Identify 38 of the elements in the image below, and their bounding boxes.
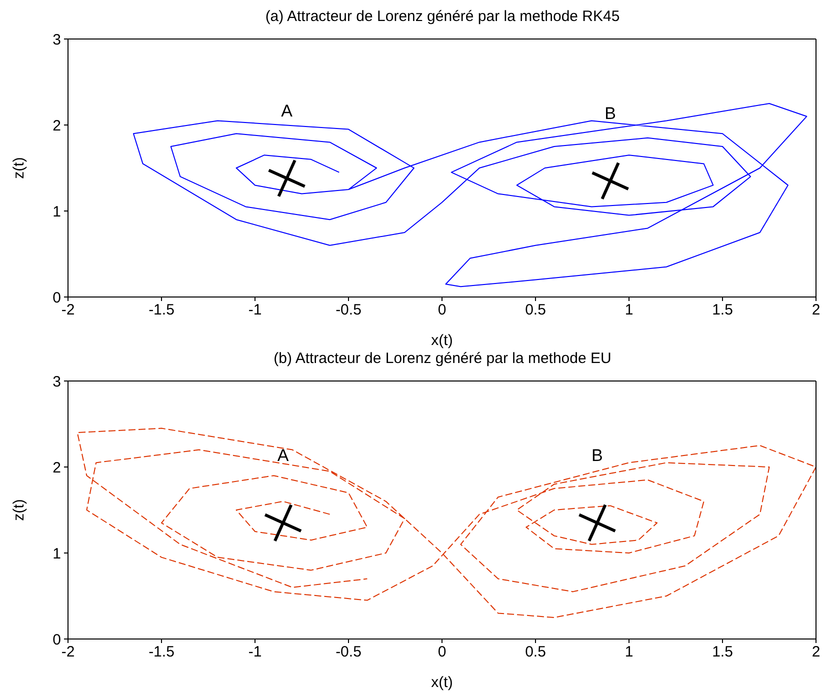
x-tick-label: 0 [438, 302, 446, 319]
y-tick-label: 1 [52, 203, 61, 220]
x-tick-label: -1 [248, 302, 262, 319]
x-tick-label: -1.5 [148, 644, 174, 661]
line-series [132, 103, 808, 288]
chart-title: (b) Attracteur de Lorenz généré par la methode EU [272, 350, 612, 369]
y-tick-label: 3 [52, 31, 61, 48]
x-tick-label: 2 [812, 302, 820, 319]
y-tick-label: 3 [52, 373, 61, 390]
x-tick-label: -2 [61, 302, 75, 319]
x-tick-label: 0.5 [525, 302, 546, 319]
y-tick-label: 2 [52, 459, 61, 476]
y-axis-title: z(t) [10, 499, 28, 521]
y-tick-label: 2 [52, 117, 61, 134]
x-tick-label: -1 [248, 644, 262, 661]
annotation: B [592, 446, 603, 465]
x-tick-label: -0.5 [336, 302, 362, 319]
x-tick-label: 1.5 [712, 302, 733, 319]
x-tick-label: -0.5 [336, 644, 362, 661]
annotation: B [604, 104, 616, 123]
line-series [76, 428, 816, 618]
x-tick-label: 1 [624, 644, 634, 661]
x-tick-label: -1.5 [148, 302, 174, 319]
x-tick-label: -2 [61, 644, 75, 661]
annotation: A [281, 101, 294, 120]
x-tick-label: 1 [624, 302, 634, 319]
annotation: A [277, 446, 290, 465]
y-tick-label: 0 [52, 631, 61, 648]
y-axis-title: z(t) [10, 157, 28, 179]
x-tick-label: 1.5 [712, 644, 733, 661]
x-tick-label: 2 [812, 644, 820, 661]
y-tick-label: 0 [52, 289, 61, 306]
x-tick-label: 0.5 [525, 644, 546, 661]
x-axis-title: x(t) [431, 332, 453, 349]
x-axis-title: x(t) [431, 674, 453, 691]
y-tick-label: 1 [52, 545, 61, 562]
x-tick-label: 0 [438, 644, 446, 661]
chart-title: (a) Attracteur de Lorenz généré par la methode RK45 [264, 8, 621, 27]
